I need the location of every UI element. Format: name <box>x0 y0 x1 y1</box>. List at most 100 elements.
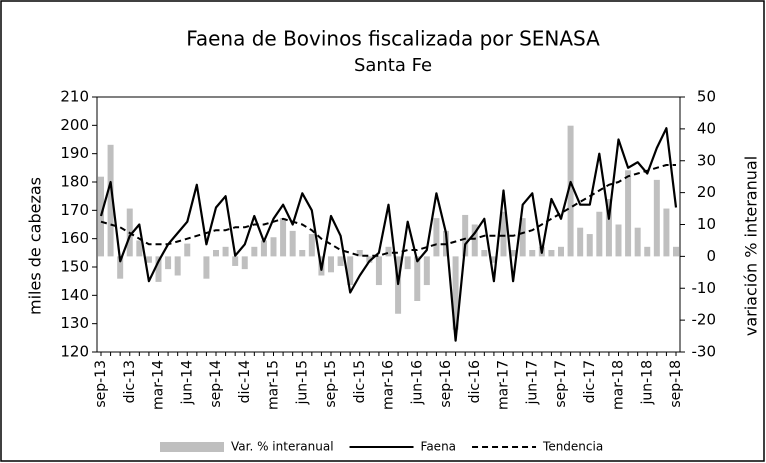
y-tick-label: 200 <box>60 116 89 134</box>
bar <box>385 246 392 257</box>
bar <box>232 256 239 266</box>
x-tick-label: dic-15 <box>352 360 368 403</box>
y-tick-label: 170 <box>60 201 89 219</box>
x-tick-label: dic-13 <box>122 360 138 403</box>
y-tick-label: 190 <box>60 144 89 162</box>
bar <box>308 234 315 257</box>
y-tick-label: 130 <box>60 314 89 332</box>
y-tick-label: 120 <box>60 343 89 361</box>
bar <box>490 256 497 263</box>
bar <box>414 256 421 301</box>
x-tick-label: jun-17 <box>524 360 540 406</box>
y2-tick-label: 20 <box>697 183 716 201</box>
bar <box>270 237 277 257</box>
bar <box>117 256 124 279</box>
bar <box>107 144 114 257</box>
bar <box>136 240 143 257</box>
bar <box>145 256 152 263</box>
x-tick-label: mar-15 <box>266 360 282 410</box>
bar <box>462 214 469 257</box>
bar <box>596 211 603 257</box>
bar <box>337 256 344 266</box>
x-tick-label: sep-13 <box>93 360 109 408</box>
bar <box>558 246 564 257</box>
y-tick-label: 180 <box>60 173 89 191</box>
bar <box>471 224 478 257</box>
bar <box>615 224 622 257</box>
y2-tick-label: 50 <box>697 88 716 106</box>
bar <box>586 234 593 257</box>
legend-swatch <box>160 442 224 452</box>
bar <box>299 250 306 257</box>
bar <box>289 230 296 257</box>
y2-tick-label: -20 <box>692 311 717 329</box>
bar <box>404 256 411 270</box>
y2-tick-label: 30 <box>697 151 716 169</box>
bar <box>203 256 210 279</box>
line <box>99 127 678 342</box>
bar <box>366 256 373 263</box>
y-tick-label: 140 <box>60 286 89 304</box>
x-tick-label: dic-16 <box>467 360 483 403</box>
bar <box>644 246 651 257</box>
bar <box>634 227 641 257</box>
bar <box>605 199 612 257</box>
bar <box>481 250 488 257</box>
bar <box>347 256 354 286</box>
bar <box>625 170 632 257</box>
x-tick-label: sep-15 <box>323 360 339 408</box>
x-tick-label: sep-14 <box>208 360 224 408</box>
bar <box>155 256 162 282</box>
x-tick-label: dic-14 <box>237 360 253 403</box>
bar <box>653 179 660 257</box>
chart-subtitle: Santa Fe <box>354 55 432 76</box>
legend-label: Tendencia <box>542 440 603 454</box>
legend-label: Var. % interanual <box>231 440 334 454</box>
x-tick-label: sep-16 <box>438 360 454 408</box>
y2-tick-label: 40 <box>697 119 716 137</box>
x-tick-label: mar-17 <box>496 360 512 410</box>
y2-axis-label: variación % interanual <box>742 156 761 336</box>
bar <box>673 246 679 257</box>
bar <box>174 256 181 276</box>
legend-label: Faena <box>421 440 457 454</box>
bar <box>184 243 191 257</box>
x-tick-label: mar-18 <box>611 360 627 410</box>
x-tick-label: dic-17 <box>582 360 598 403</box>
y2-tick-label: -30 <box>692 343 717 361</box>
x-tick-label: jun-15 <box>294 360 310 406</box>
bar <box>165 256 172 270</box>
bar <box>452 256 459 330</box>
chart-title: Faena de Bovinos fiscalizada por SENASA <box>186 27 600 51</box>
bar <box>375 256 382 286</box>
y2-tick-label: 0 <box>706 247 716 265</box>
bar <box>663 208 670 257</box>
bar <box>241 256 248 270</box>
x-tick-label: jun-14 <box>179 360 195 406</box>
bar <box>98 176 104 257</box>
x-tick-label: mar-14 <box>151 360 167 410</box>
x-tick-label: sep-18 <box>668 360 684 408</box>
bar <box>500 211 507 257</box>
bar <box>280 218 287 257</box>
bar <box>423 256 430 286</box>
x-tick-label: mar-16 <box>381 360 397 410</box>
trend-line <box>100 164 676 257</box>
bar <box>548 250 555 257</box>
x-tick-label: sep-17 <box>553 360 569 408</box>
bar <box>433 218 440 257</box>
bar <box>328 256 334 273</box>
y-tick-label: 150 <box>60 258 89 276</box>
bar <box>529 250 536 257</box>
bar <box>519 218 526 257</box>
bar <box>222 246 229 257</box>
y2-tick-label: 10 <box>697 215 716 233</box>
bar <box>510 250 517 257</box>
bar <box>567 125 574 257</box>
y2-tick-label: -10 <box>692 279 717 297</box>
bar <box>260 240 267 257</box>
x-tick-label: jun-16 <box>409 360 425 406</box>
y-tick-label: 160 <box>60 229 89 247</box>
